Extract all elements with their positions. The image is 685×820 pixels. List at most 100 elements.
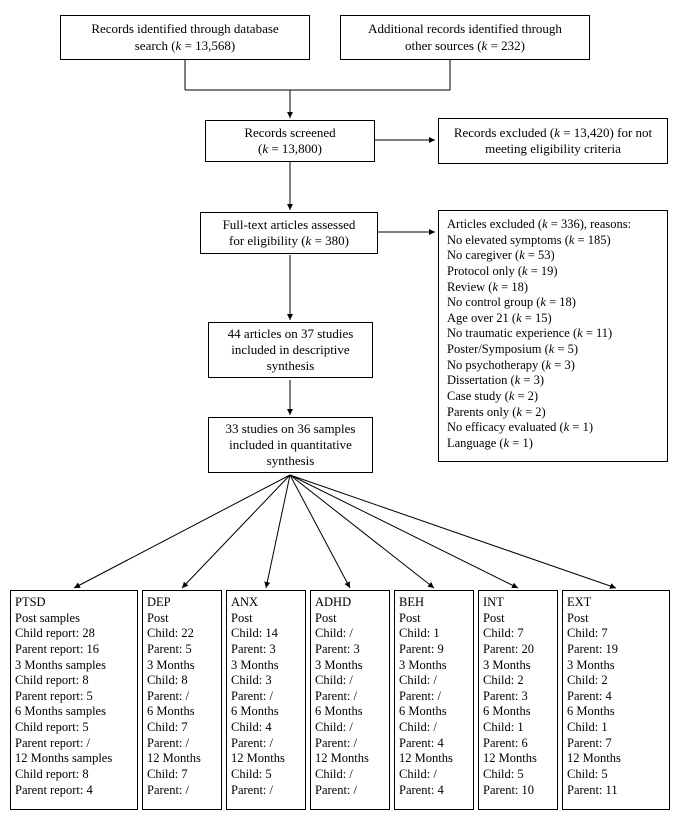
outcome-line: Parent: 3 <box>315 642 385 658</box>
excluded-reason: Parents only (k = 2) <box>447 405 659 421</box>
outcome-line: Child: / <box>399 767 469 783</box>
outcome-line: 12 Months <box>315 751 385 767</box>
outcome-line: Post <box>231 611 301 627</box>
outcome-line: Child: / <box>315 720 385 736</box>
excluded-reason: No elevated symptoms (k = 185) <box>447 233 659 249</box>
excluded-reason: No efficacy evaluated (k = 1) <box>447 420 659 436</box>
excluded-reason: Case study (k = 2) <box>447 389 659 405</box>
outcome-line: Parent report: 5 <box>15 689 133 705</box>
outcome-line: Child: / <box>315 626 385 642</box>
outcome-line: 3 Months <box>231 658 301 674</box>
outcome-line: Child: / <box>315 767 385 783</box>
outcome-line: Post <box>315 611 385 627</box>
box-excluded-screen: Records excluded (k = 13,420) for not me… <box>438 118 668 164</box>
outcome-line: Post samples <box>15 611 133 627</box>
outcome-line: 6 Months <box>399 704 469 720</box>
outcome-line: Parent: 9 <box>399 642 469 658</box>
outcome-line: Post <box>147 611 217 627</box>
excluded-reason: Protocol only (k = 19) <box>447 264 659 280</box>
box-screened: Records screened (k = 13,800) <box>205 120 375 162</box>
outcome-line: Child: / <box>399 720 469 736</box>
excluded-reason: Poster/Symposium (k = 5) <box>447 342 659 358</box>
outcome-line: Child report: 28 <box>15 626 133 642</box>
outcome-line: Parent: 4 <box>567 689 665 705</box>
outcome-line: Child: 1 <box>399 626 469 642</box>
db-search-line1: Records identified through database <box>91 21 278 36</box>
outcome-title: EXT <box>567 595 665 611</box>
excluded-reason: Language (k = 1) <box>447 436 659 452</box>
outcome-line: Child: 5 <box>567 767 665 783</box>
outcome-line: Parent: / <box>231 736 301 752</box>
outcome-title: BEH <box>399 595 469 611</box>
outcome-line: 12 Months <box>147 751 217 767</box>
outcome-line: Parent: 3 <box>231 642 301 658</box>
outcome-line: Child: 7 <box>147 720 217 736</box>
outcome-box-beh: BEHPostChild: 1Parent: 93 Months Child: /… <box>394 590 474 810</box>
outcome-line: Child: 7 <box>567 626 665 642</box>
outcome-line: 3 Months <box>567 658 665 674</box>
outcome-title: PTSD <box>15 595 133 611</box>
outcome-line: Child: 14 <box>231 626 301 642</box>
outcome-line: Parent: 11 <box>567 783 665 799</box>
box-fulltext: Full-text articles assessed for eligibil… <box>200 212 378 254</box>
outcome-box-anx: ANXPostChild: 14Parent: 33 MonthsChild: … <box>226 590 306 810</box>
excluded-reason: Review (k = 18) <box>447 280 659 296</box>
outcome-line: 6 Months <box>231 704 301 720</box>
outcome-line: 6 Months <box>483 704 553 720</box>
outcome-line: Post <box>567 611 665 627</box>
outcome-line: Parent: 4 <box>399 736 469 752</box>
outcome-line: Parent report: / <box>15 736 133 752</box>
outcome-line: Parent: / <box>399 689 469 705</box>
outcome-line: Child: 1 <box>483 720 553 736</box>
outcome-line: Parent: / <box>315 736 385 752</box>
outcome-line: Parent: 4 <box>399 783 469 799</box>
outcome-line: Child: 22 <box>147 626 217 642</box>
outcome-line: 6 Months samples <box>15 704 133 720</box>
outcome-title: DEP <box>147 595 217 611</box>
outcome-line: Parent: 10 <box>483 783 553 799</box>
outcome-line: Child: / <box>315 673 385 689</box>
outcome-box-adhd: ADHDPostChild: /Parent: 33 MonthsChild: … <box>310 590 390 810</box>
outcome-line: Parent: 20 <box>483 642 553 658</box>
outcome-line: Child: 5 <box>483 767 553 783</box>
box-db-search: Records identified through database sear… <box>60 15 310 60</box>
outcome-line: 12 Months <box>399 751 469 767</box>
outcome-line: Parent report: 4 <box>15 783 133 799</box>
flowchart-canvas: Records identified through database sear… <box>0 0 685 820</box>
outcome-line: Post <box>399 611 469 627</box>
excluded-reason: Dissertation (k = 3) <box>447 373 659 389</box>
outcome-line: Child: 3 <box>231 673 301 689</box>
outcome-line: 6 Months <box>567 704 665 720</box>
outcome-line: Parent: / <box>231 783 301 799</box>
excluded-reason: No caregiver (k = 53) <box>447 248 659 264</box>
outcome-line: Child: 7 <box>147 767 217 783</box>
outcome-line: 12 Months <box>483 751 553 767</box>
outcome-line: Parent: 7 <box>567 736 665 752</box>
outcome-box-int: INTPostChild: 7Parent: 203 MonthsChild: … <box>478 590 558 810</box>
outcome-line: 6 Months <box>315 704 385 720</box>
outcome-line: Parent: 6 <box>483 736 553 752</box>
box-other-sources: Additional records identified through ot… <box>340 15 590 60</box>
outcome-line: 3 Months <box>483 658 553 674</box>
outcome-line: Parent: / <box>147 783 217 799</box>
outcome-line: Child: 8 <box>147 673 217 689</box>
outcome-line: Child: 2 <box>567 673 665 689</box>
outcome-line: 3 Months <box>315 658 385 674</box>
outcome-line: 6 Months <box>147 704 217 720</box>
outcome-line: Parent: / <box>231 689 301 705</box>
outcome-line: Child: 2 <box>483 673 553 689</box>
outcome-line: 12 Months <box>231 751 301 767</box>
outcome-line: 3 Months <box>399 658 469 674</box>
outcome-line: 3 Months samples <box>15 658 133 674</box>
outcome-line: Parent: 3 <box>483 689 553 705</box>
outcome-line: Parent: 5 <box>147 642 217 658</box>
outcome-line: 12 Months samples <box>15 751 133 767</box>
outcome-line: Child report: 8 <box>15 767 133 783</box>
box-excluded-full: Articles excluded (k = 336), reasons: No… <box>438 210 668 462</box>
outcome-line: Child: 1 <box>567 720 665 736</box>
outcome-title: ADHD <box>315 595 385 611</box>
outcome-line: Child report: 8 <box>15 673 133 689</box>
box-quantitative: 33 studies on 36 samples included in qua… <box>208 417 373 473</box>
outcome-line: 3 Months <box>147 658 217 674</box>
outcome-title: ANX <box>231 595 301 611</box>
